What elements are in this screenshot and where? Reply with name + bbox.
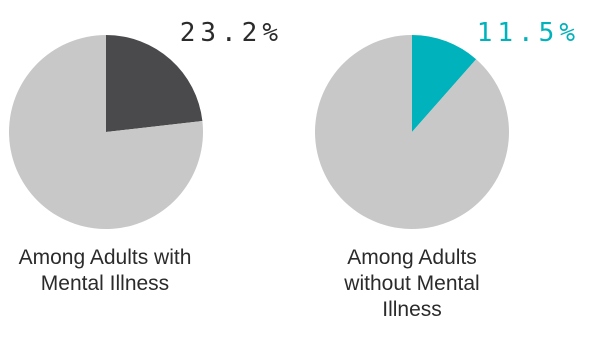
caption-with-mental-illness: Among Adults with Mental Illness [18,246,192,295]
pie-chart-with-mental-illness [8,35,203,229]
caption-without-mental-illness: Among Adults without Mental Illness [344,246,480,321]
value-label-with-mental-illness: 23.2% [180,18,283,48]
remainder-slice [8,35,203,229]
remainder-slice [314,35,509,230]
highlight-slice [412,35,477,132]
pie-chart-without-mental-illness [314,35,509,230]
highlight-slice [106,35,203,132]
value-label-without-mental-illness: 11.5% [477,18,580,48]
